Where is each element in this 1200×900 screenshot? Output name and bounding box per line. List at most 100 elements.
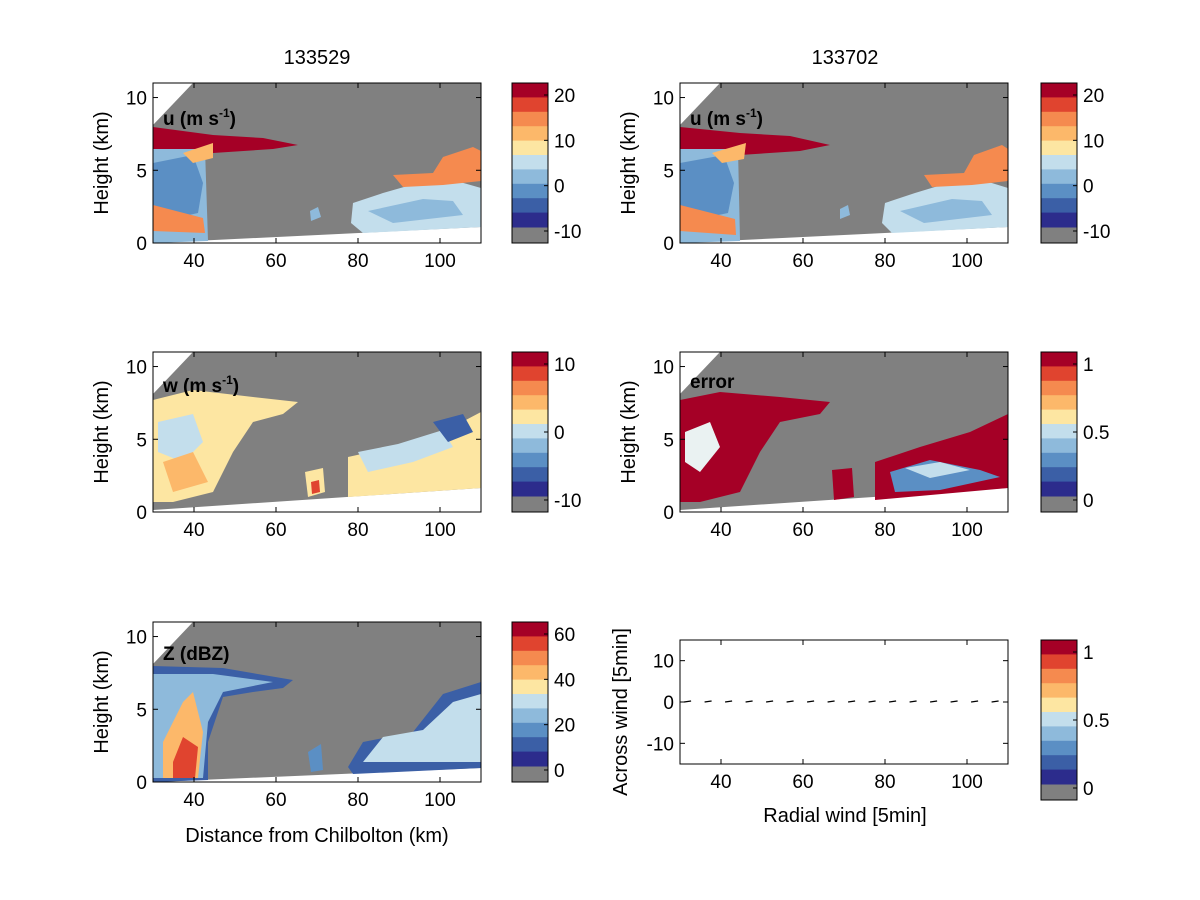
colorbar-swatch <box>512 83 548 98</box>
panel-z: Z (dBZ) <box>153 622 481 782</box>
colorbar-swatch <box>512 183 548 199</box>
y-tick-label: 0 <box>663 693 674 714</box>
panel-label-u: u (m s-1) <box>690 106 763 130</box>
colorbar-3: 10.50 <box>1040 351 1109 513</box>
colorbar-missing-swatch <box>512 496 548 512</box>
field-left-blue <box>158 414 203 462</box>
x-tick-label: 60 <box>792 251 813 272</box>
y-tick-label: 5 <box>663 430 674 451</box>
colorbar-2: 10 0 -10 <box>511 351 581 513</box>
colorbar-swatch <box>1041 640 1077 655</box>
colorbar-swatch <box>512 409 548 425</box>
field-left-inner <box>153 155 203 223</box>
field-left-cell <box>680 392 830 502</box>
colorbar-tick-label: 40 <box>554 670 575 691</box>
y-tick-label: 10 <box>653 89 674 110</box>
wind-vector <box>807 700 815 703</box>
wind-vector <box>745 700 753 703</box>
y-tick-label: 0 <box>663 503 674 524</box>
colorbar-swatch <box>512 97 548 113</box>
y-tick-label: 5 <box>136 700 147 721</box>
field-small-red <box>311 480 320 494</box>
y-tick-label: 10 <box>126 358 147 379</box>
field-right-inner <box>900 199 992 223</box>
colorbar-missing-swatch <box>1041 784 1077 800</box>
wind-vector <box>950 700 958 703</box>
field-upper-jet <box>680 127 830 155</box>
colorbar-swatch <box>512 722 548 738</box>
x-tick-label: 60 <box>265 520 286 541</box>
axis-frame <box>152 82 482 244</box>
colorbar-tick-label: -10 <box>1083 222 1110 243</box>
colorbar-swatch <box>512 438 548 454</box>
colorbar-tick-label: 0 <box>1083 491 1094 512</box>
panel-label-error: error <box>690 372 735 393</box>
unscanned-top-wedge <box>153 622 193 664</box>
colorbar-swatch <box>512 452 548 468</box>
x-tick-label: 100 <box>951 520 983 541</box>
colorbar-swatch <box>1041 183 1077 199</box>
colorbar-tick-label: 1 <box>1083 355 1094 376</box>
colorbar-swatch <box>512 467 548 483</box>
x-tick-label: 40 <box>183 790 204 811</box>
wind-vector <box>889 700 897 703</box>
colorbar-tick-label: 20 <box>554 716 575 737</box>
x-tick-label: 60 <box>265 251 286 272</box>
colorbar-tick-label: 20 <box>554 86 575 107</box>
colorbar-swatch <box>1041 140 1077 156</box>
axis-panel-0: 40 60 80 100 0 5 10 <box>126 82 482 272</box>
axis-frame <box>679 82 1009 244</box>
colorbar-tick-label: -10 <box>554 222 581 243</box>
colorbar-swatch <box>512 352 548 367</box>
field-right-upper <box>924 145 1008 187</box>
colorbar-swatch <box>512 424 548 439</box>
colorbar-swatch <box>512 650 548 666</box>
colorbar-frame <box>1040 82 1078 244</box>
panel-label-u: u (m s-1) <box>163 106 236 130</box>
colorbar-tick-label: 1 <box>1083 643 1094 664</box>
colorbar-swatch <box>1041 654 1077 670</box>
colorbar-swatch <box>1041 755 1077 771</box>
x-tick-label: 40 <box>710 520 731 541</box>
colorbar-missing-swatch <box>1041 227 1077 243</box>
x-tick-label: 80 <box>347 251 368 272</box>
colorbar-swatch <box>512 198 548 214</box>
axis-panel-3: 40 60 80 100 0 5 10 <box>653 351 1009 541</box>
y-tick-label: 5 <box>136 430 147 451</box>
colorbar-tick-label: 10 <box>1083 131 1104 152</box>
colorbar-swatch <box>1041 712 1077 727</box>
colorbar-tick-label: 0 <box>554 761 565 782</box>
colorbar-swatch <box>512 481 548 497</box>
colorbar-tick-label: 10 <box>554 355 575 376</box>
ylabel-error: Height (km) <box>618 380 640 483</box>
y-tick-label: 10 <box>653 358 674 379</box>
colorbar-swatch <box>1041 467 1077 483</box>
y-tick-label: 10 <box>126 89 147 110</box>
y-tick-label: 0 <box>136 234 147 255</box>
x-tick-label: 100 <box>424 520 456 541</box>
colorbar-swatch <box>1041 424 1077 439</box>
field-left-white <box>685 422 720 472</box>
wind-vector <box>868 700 876 703</box>
colorbar-swatch <box>1041 452 1077 468</box>
colorbar-swatch <box>1041 155 1077 170</box>
ylabel-wind: Across wind [5min] <box>610 628 632 796</box>
field-right-inner <box>363 694 481 762</box>
y-tick-label: 10 <box>653 652 674 673</box>
colorbar-swatch <box>512 751 548 767</box>
x-tick-label: 60 <box>265 790 286 811</box>
wind-vector <box>971 700 979 703</box>
colorbar-tick-label: 0 <box>1083 779 1094 800</box>
panel-u-left: u (m s-1) <box>153 83 481 243</box>
y-tick-label: 10 <box>126 628 147 649</box>
colorbar-tick-label: 0 <box>554 177 565 198</box>
colorbar-tick-label: -10 <box>554 491 581 512</box>
colorbar-swatch <box>1041 769 1077 785</box>
colorbar-missing-swatch <box>512 766 548 782</box>
x-tick-label: 60 <box>792 520 813 541</box>
y-tick-label: 0 <box>136 773 147 794</box>
axis-frame <box>152 351 482 513</box>
